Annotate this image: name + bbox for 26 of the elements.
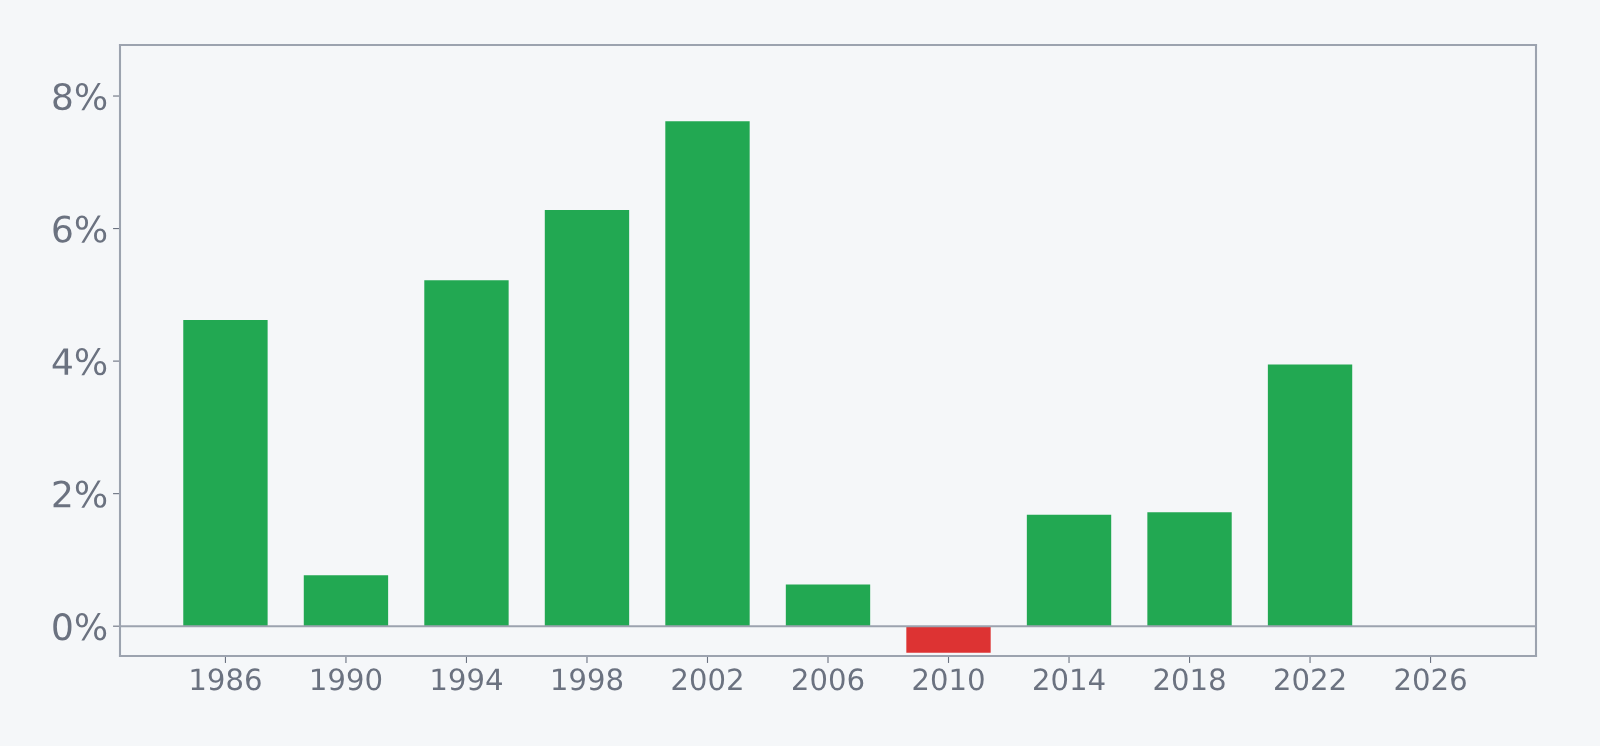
y-tick-label: 6%	[53, 215, 107, 243]
x-tick-label: 1990	[312, 668, 382, 691]
bar	[544, 210, 630, 627]
bar	[785, 584, 871, 627]
bar	[183, 320, 268, 627]
y-tick-label: 0%	[53, 613, 107, 641]
y-tick-label: 4%	[52, 348, 107, 376]
bar	[1026, 514, 1112, 627]
x-tick-label: 2026	[1395, 668, 1466, 691]
bar	[424, 280, 509, 627]
y-tick-label: 2%	[53, 480, 107, 508]
bar	[665, 121, 750, 627]
x-tick-label: 2014	[1034, 668, 1105, 691]
y-tick-label: 8%	[53, 82, 107, 111]
bar	[1267, 364, 1353, 627]
bar	[1147, 512, 1232, 627]
x-tick-label: 2018	[1154, 668, 1225, 691]
x-tick-label: 2006	[793, 668, 864, 691]
x-tick-label: 2022	[1275, 668, 1345, 691]
x-tick-label: 1986	[191, 668, 261, 691]
x-tick-label: 2002	[672, 668, 742, 691]
x-tick-label: 2010	[913, 668, 984, 691]
x-tick-label: 1998	[553, 668, 623, 691]
bar	[906, 626, 991, 653]
x-tick-label: 1994	[432, 668, 502, 691]
bar	[303, 575, 389, 627]
